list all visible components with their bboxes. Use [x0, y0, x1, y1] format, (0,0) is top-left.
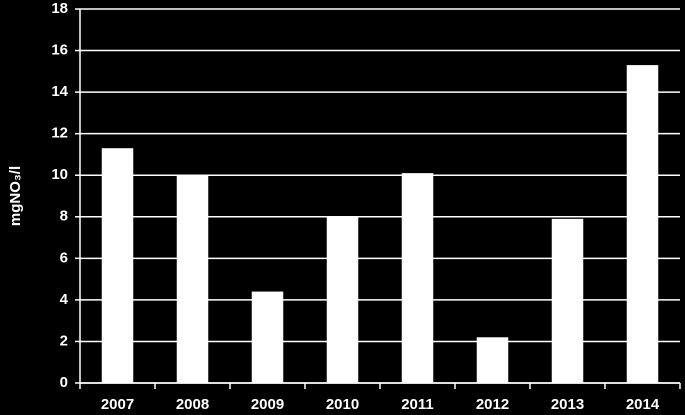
y-axis-label: mgNO₃/l — [7, 166, 24, 226]
y-tick-label: 10 — [51, 166, 68, 183]
y-tick-label: 0 — [60, 374, 68, 391]
x-tick-label: 2008 — [176, 396, 209, 413]
y-tick-label: 8 — [60, 208, 68, 225]
x-tick-label: 2014 — [626, 396, 660, 413]
bar — [626, 65, 659, 383]
y-tick-label: 14 — [51, 83, 68, 100]
y-tick-label: 6 — [60, 249, 68, 266]
y-tick-label: 16 — [51, 42, 68, 59]
x-tick-label: 2011 — [401, 396, 434, 413]
y-tick-label: 18 — [51, 0, 68, 17]
x-tick-label: 2012 — [476, 396, 509, 413]
bar — [101, 148, 134, 383]
bar — [251, 291, 284, 383]
y-tick-label: 2 — [60, 332, 68, 349]
bar — [476, 337, 509, 383]
x-tick-label: 2010 — [326, 396, 359, 413]
x-tick-label: 2009 — [251, 396, 284, 413]
y-tick-label: 4 — [60, 291, 69, 308]
bar — [551, 218, 584, 383]
bar — [326, 216, 359, 383]
bar — [176, 175, 209, 383]
bar — [401, 173, 434, 383]
y-tick-label: 12 — [51, 125, 68, 142]
x-tick-label: 2007 — [101, 396, 134, 413]
x-tick-label: 2013 — [551, 396, 584, 413]
